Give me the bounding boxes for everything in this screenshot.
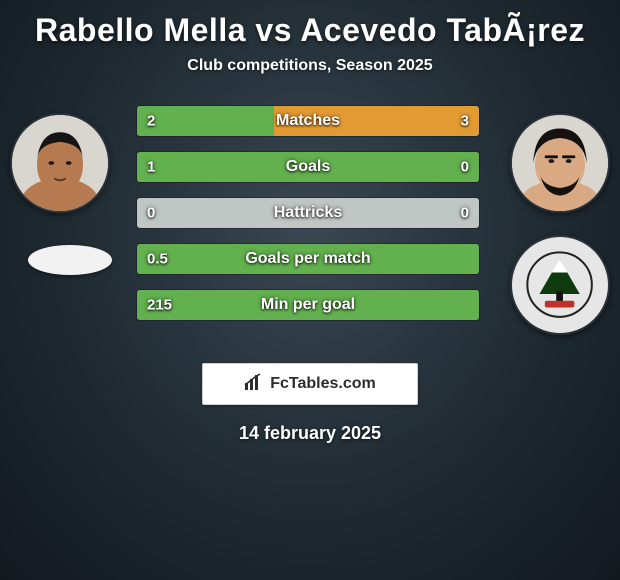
stat-bar-right-fill bbox=[274, 106, 479, 136]
player-right-avatar bbox=[510, 113, 610, 213]
player-left-club-badge bbox=[28, 245, 112, 275]
chart-icon bbox=[244, 373, 264, 396]
stat-bar: Goals per match0.5 bbox=[136, 243, 480, 275]
stat-bar: Hattricks00 bbox=[136, 197, 480, 229]
brand-text: FcTables.com bbox=[270, 375, 376, 393]
stat-bar-left-fill bbox=[137, 152, 479, 182]
player-right-club-badge bbox=[510, 235, 610, 335]
stat-bars: Matches23 Goals10 Hattricks00 Goals per mat… bbox=[136, 105, 480, 321]
comparison-body: Matches23 Goals10 Hattricks00 Goals per mat… bbox=[0, 105, 620, 345]
stat-bar-left-fill bbox=[137, 244, 479, 274]
player-left-avatar bbox=[10, 113, 110, 213]
comparison-card: Rabello Mella vs Acevedo TabÃ¡rez Club c… bbox=[0, 0, 620, 580]
brand-badge[interactable]: FcTables.com bbox=[202, 363, 418, 405]
page-title: Rabello Mella vs Acevedo TabÃ¡rez bbox=[0, 8, 620, 51]
stat-bar: Min per goal215 bbox=[136, 289, 480, 321]
stat-bar: Matches23 bbox=[136, 105, 480, 137]
date-text: 14 february 2025 bbox=[0, 423, 620, 444]
stat-bar-left-fill bbox=[137, 106, 274, 136]
subtitle: Club competitions, Season 2025 bbox=[0, 57, 620, 75]
stat-bar: Goals10 bbox=[136, 151, 480, 183]
stat-bar-left-fill bbox=[137, 290, 479, 320]
